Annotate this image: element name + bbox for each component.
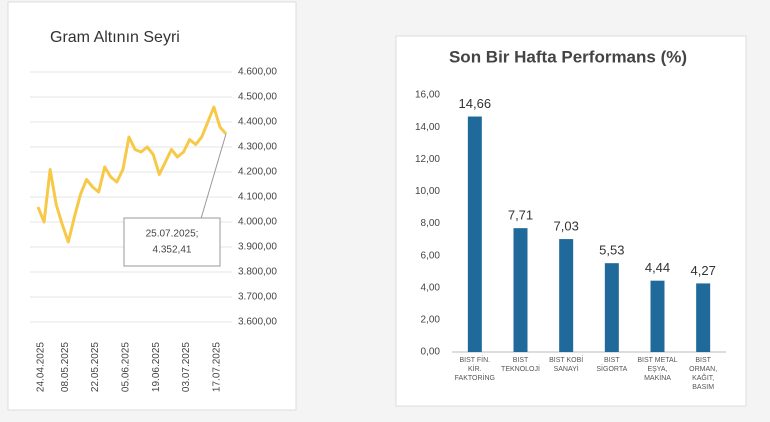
y-tick-label: 4.500,00	[238, 92, 277, 103]
x-tick-label: 03.07.2025	[181, 342, 192, 392]
x-tick-label: 05.06.2025	[121, 342, 132, 392]
data-label: 4,44	[645, 260, 670, 275]
y-tick-label: 2,00	[421, 315, 441, 326]
y-tick-label: 4.000,00	[238, 217, 277, 228]
x-tick-label: 17.07.2025	[212, 342, 223, 392]
data-label: 14,66	[459, 96, 492, 111]
bar	[559, 239, 574, 352]
bar	[696, 283, 711, 352]
x-tick-label: BIST SİGORTA	[596, 357, 628, 373]
bar	[650, 280, 665, 352]
y-tick-label: 3.800,00	[238, 267, 277, 278]
y-tick-label: 4.300,00	[238, 142, 277, 153]
y-tick-label: 16,00	[415, 90, 440, 101]
y-tick-label: 4.100,00	[238, 192, 277, 203]
y-tick-label: 3.600,00	[238, 317, 277, 328]
y-tick-label: 4.400,00	[238, 117, 277, 128]
x-tick-label: 22.05.2025	[90, 342, 101, 392]
y-tick-label: 14,00	[415, 122, 440, 133]
annotation-box	[123, 217, 221, 267]
y-tick-label: 6,00	[421, 250, 441, 261]
annotation: 25.07.2025;	[146, 229, 199, 240]
y-tick-label: 10,00	[415, 186, 440, 197]
annotation: 4.352,41	[153, 245, 192, 256]
line-series	[36, 105, 228, 244]
data-label: 7,03	[554, 219, 579, 234]
y-tick-label: 3.900,00	[238, 242, 277, 253]
bar	[467, 116, 482, 353]
data-label: 4,27	[691, 263, 716, 278]
y-tick-label: 8,00	[421, 218, 441, 229]
x-tick-label: BIST ORMAN, KAĞIT, BASIM	[689, 357, 718, 391]
x-tick-label: BIST FİN. KİR. FAKTORİNG	[454, 357, 495, 382]
annotation-leader	[199, 133, 227, 223]
bar	[604, 263, 619, 352]
chart-title: Gram Altının Seyri	[50, 29, 180, 46]
y-tick-label: 4,00	[421, 282, 441, 293]
x-tick-label: 19.06.2025	[151, 342, 162, 392]
data-label: 7,71	[508, 208, 533, 223]
bar	[513, 228, 528, 352]
y-tick-label: 0,00	[421, 347, 441, 358]
y-tick-label: 3.700,00	[238, 292, 277, 303]
data-label: 5,53	[599, 243, 624, 258]
x-tick-label: BIST TEKNOLOJİ	[501, 357, 540, 373]
x-tick-label: BIST METAL EŞYA, MAKİNA	[637, 357, 678, 382]
x-tick-label: 08.05.2025	[60, 342, 71, 392]
y-tick-label: 4.600,00	[238, 67, 277, 78]
y-tick-label: 12,00	[415, 154, 440, 165]
y-tick-label: 4.200,00	[238, 167, 277, 178]
x-tick-label: BIST KOBİ SANAYİ	[549, 357, 584, 373]
x-tick-label: 24.04.2025	[36, 342, 47, 392]
chart-title: Son Bir Hafta Performans (%)	[449, 47, 687, 66]
